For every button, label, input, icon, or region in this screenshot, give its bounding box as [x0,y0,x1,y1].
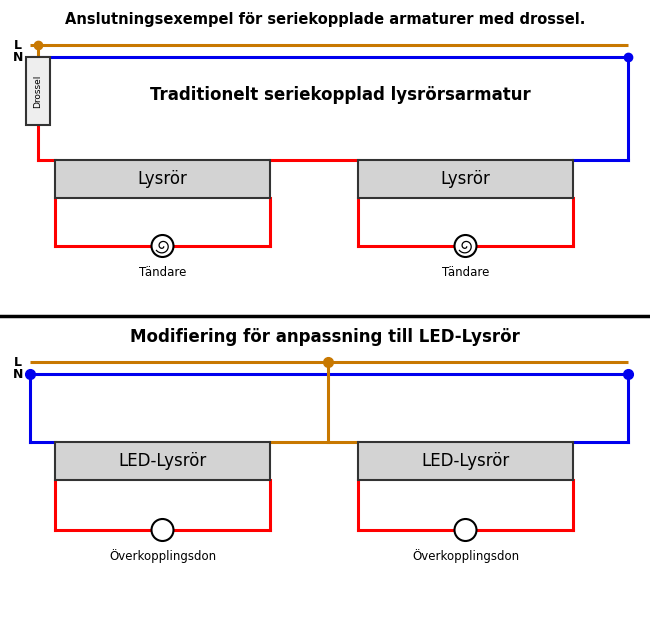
Circle shape [151,235,174,257]
Text: Traditionelt seriekopplad lysrörsarmatur: Traditionelt seriekopplad lysrörsarmatur [150,86,530,104]
Text: Överkopplingsdon: Överkopplingsdon [109,549,216,563]
Bar [55,442,270,480]
Text: Lysrör: Lysrör [441,170,491,188]
Text: Anslutningsexempel för seriekopplade armaturer med drossel.: Anslutningsexempel för seriekopplade arm… [65,12,585,27]
Bar [358,160,573,198]
Bar [26,57,50,125]
Text: LED-Lysrör: LED-Lysrör [118,452,207,470]
Circle shape [454,235,476,257]
Text: Drossel: Drossel [34,74,42,108]
Text: LED-Lysrör: LED-Lysrör [421,452,510,470]
Text: L: L [14,355,22,368]
Text: Tändare: Tändare [442,266,489,279]
Text: Modifiering för anpassning till LED-Lysrör: Modifiering för anpassning till LED-Lysr… [130,328,520,346]
Text: N: N [13,368,23,381]
Bar [358,442,573,480]
Text: N: N [13,50,23,64]
Text: L: L [14,39,22,52]
Circle shape [151,519,174,541]
Text: Tändare: Tändare [139,266,186,279]
Bar [55,160,270,198]
Text: Överkopplingsdon: Överkopplingsdon [412,549,519,563]
Text: Lysrör: Lysrör [138,170,187,188]
Circle shape [454,519,476,541]
